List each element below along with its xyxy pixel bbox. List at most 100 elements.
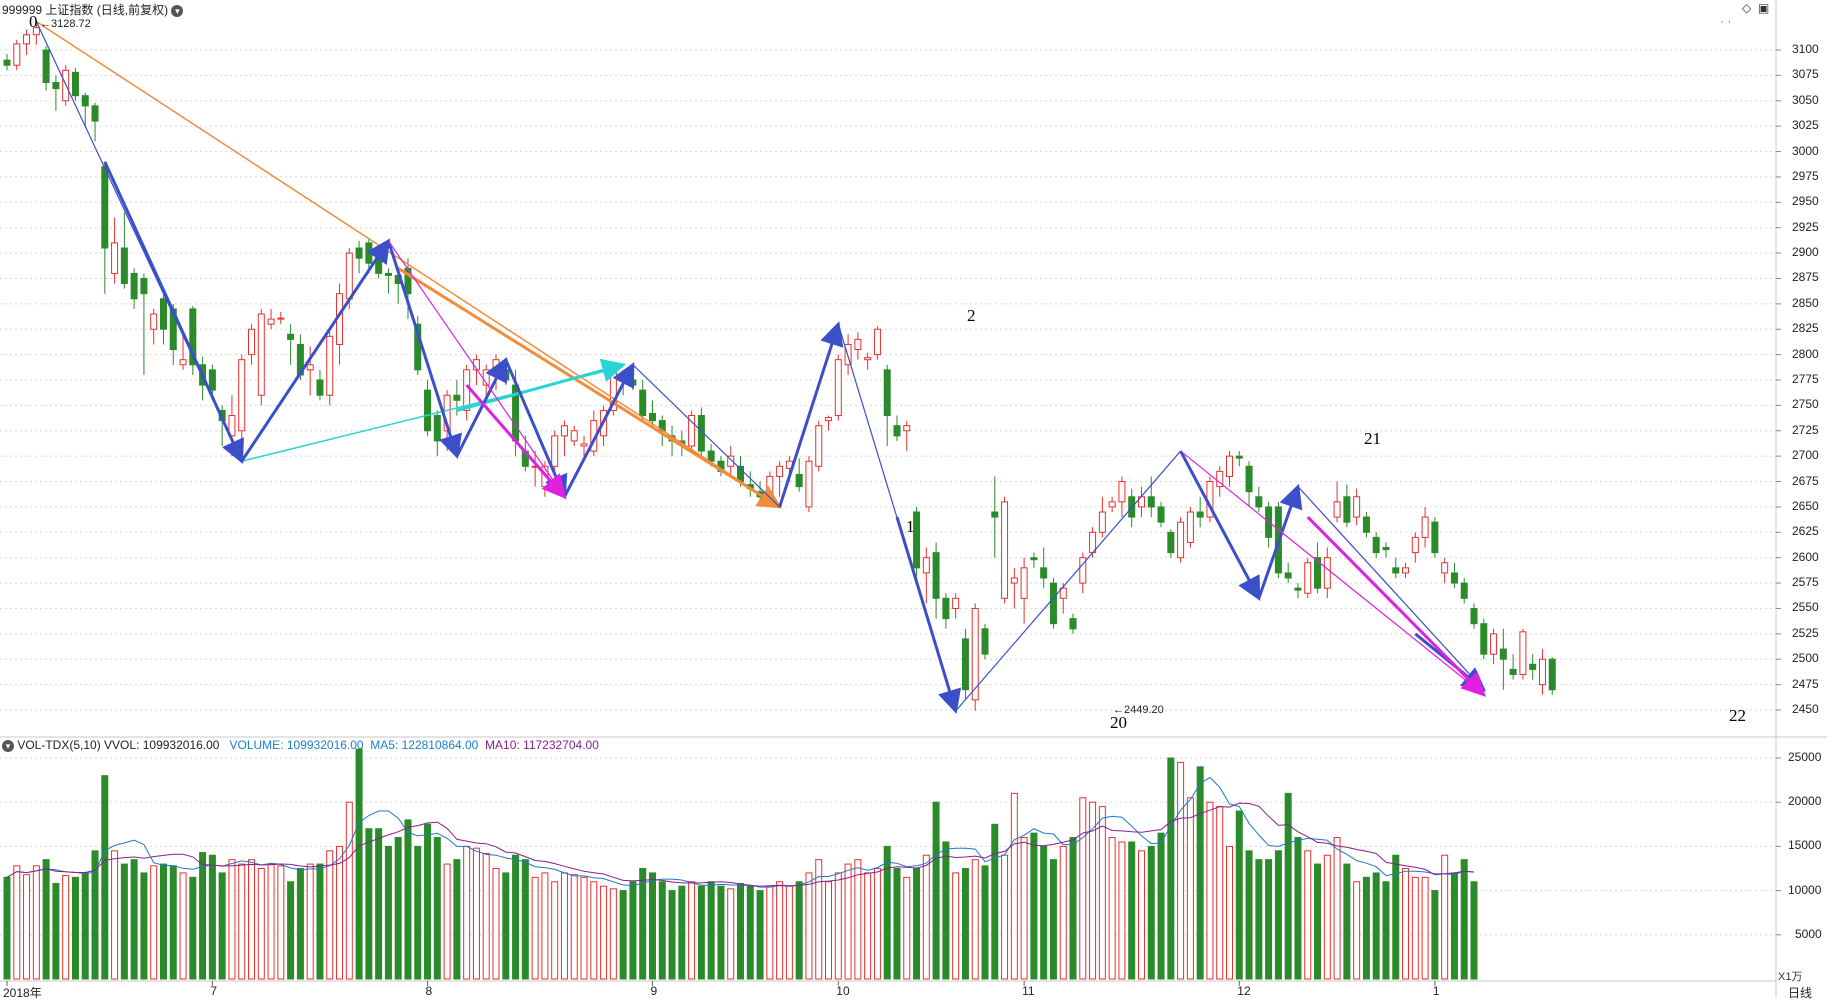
candle [433, 410, 441, 457]
candlestick-series[interactable] [3, 20, 1556, 711]
candle-body [42, 49, 50, 83]
volume-value: VOLUME: 109932016.00 [229, 738, 364, 752]
volume-bar [609, 888, 617, 980]
candle-body [864, 357, 872, 361]
chevron-down-icon[interactable]: ▾ [171, 5, 184, 17]
volume-bar [42, 859, 50, 980]
candle-body [150, 313, 158, 330]
wave-label-1: 1 [906, 517, 915, 536]
volume-bar [71, 876, 79, 980]
volume-bar [472, 847, 480, 980]
candle [913, 506, 921, 578]
candle [560, 420, 568, 457]
volume-bar [1216, 806, 1224, 980]
chart-title: 999999 上证指数 (日线,前复权) ▾ [2, 1, 184, 18]
volume-bar [961, 868, 969, 980]
candle-body [1030, 557, 1038, 561]
volume-bar [737, 883, 744, 980]
volume-bar [1030, 832, 1038, 980]
min-price-label: ←2449.20 [1113, 704, 1164, 716]
candle [355, 240, 363, 274]
volume-bar [1196, 766, 1204, 980]
candle-body [238, 359, 246, 432]
candle [1059, 583, 1067, 614]
volume-bar [1089, 801, 1097, 980]
volume-bar [727, 888, 735, 980]
candle-body [639, 389, 647, 417]
candle-body [384, 272, 392, 276]
candle [1030, 552, 1038, 568]
volume-bars[interactable] [3, 748, 1478, 980]
volume-bar [688, 881, 696, 980]
candle-body [208, 369, 216, 391]
price-tick-label: 2975 [1792, 168, 1819, 183]
candle-body [189, 308, 197, 366]
volume-bar [648, 872, 656, 980]
candle [424, 380, 432, 436]
volume-bar [805, 872, 813, 980]
volume-bar [32, 865, 40, 980]
volume-bar [326, 850, 334, 980]
volume-bar [883, 845, 891, 980]
candle [1431, 517, 1439, 558]
volume-bar [159, 863, 167, 980]
volume-bar [1069, 837, 1077, 980]
volume-bar [1167, 757, 1175, 980]
diamond-icon[interactable]: ◇ [1742, 1, 1752, 15]
price-tick-label: 2450 [1792, 702, 1819, 716]
candle-body [825, 417, 833, 422]
volume-bar [414, 845, 422, 980]
volume-bar [932, 801, 940, 980]
candle [1157, 501, 1165, 528]
candle [1450, 562, 1458, 589]
candle [1216, 466, 1224, 497]
chevron-down-icon[interactable]: ▾ [2, 740, 14, 752]
price-tick-label: 2825 [1792, 321, 1819, 336]
candle [130, 268, 138, 309]
volume-bar [873, 868, 881, 980]
volume-bar [1206, 801, 1214, 980]
wave-line-blue [632, 364, 781, 508]
volume-bar [218, 872, 226, 980]
candle [570, 425, 578, 446]
candle [1421, 506, 1429, 548]
volume-bar [590, 881, 598, 980]
volume-bar [717, 885, 725, 980]
window-restore-icon[interactable]: ▣ [1758, 1, 1770, 15]
candle [1411, 532, 1419, 563]
volume-bar [1460, 859, 1468, 980]
candle [1402, 562, 1410, 578]
price-tick-label: 2925 [1792, 219, 1819, 234]
volume-bar [707, 881, 715, 980]
volume-bar [551, 881, 559, 980]
volume-bar [521, 859, 529, 980]
volume-bar [922, 854, 930, 980]
volume-bar [795, 881, 803, 980]
candle [1323, 547, 1331, 599]
volume-ma-lines [6, 776, 1475, 888]
candle [257, 308, 265, 406]
volume-bar [1186, 797, 1194, 980]
volume-bar [1323, 854, 1331, 980]
volume-bar [424, 823, 432, 980]
candle [111, 217, 119, 284]
candle-body [1353, 496, 1361, 518]
candle [1255, 486, 1263, 512]
candle-body [1167, 531, 1175, 554]
candle [1314, 542, 1322, 594]
candle-body [179, 359, 187, 366]
candle-body [306, 364, 314, 371]
volume-bar [600, 885, 608, 980]
date-tick-label: 1 [1432, 984, 1440, 998]
volume-bar [336, 845, 344, 980]
candle [1353, 488, 1361, 526]
wave-arrow-blue [895, 516, 962, 714]
candle [71, 68, 79, 101]
volume-grid [0, 757, 1776, 936]
candle [1196, 496, 1204, 528]
price-tick-label: 3075 [1792, 67, 1819, 82]
candle [1362, 512, 1370, 538]
period-tab[interactable]: 日线 [1788, 986, 1813, 1000]
